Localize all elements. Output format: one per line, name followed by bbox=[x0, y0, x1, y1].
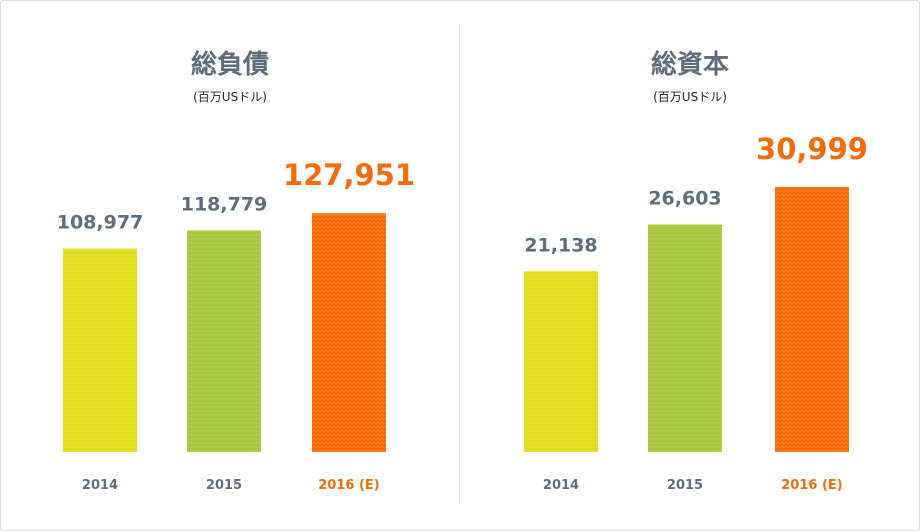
liabilities-title: 総負債 bbox=[191, 49, 269, 80]
total-equity-chart: 総資本 (百万USドル) 21,138 2014 26,603 2015 30,999 201… bbox=[524, 49, 868, 493]
equity-x-tick-label: 2015 bbox=[667, 478, 703, 493]
liabilities-bar-2015 bbox=[187, 230, 261, 452]
equity-value-label: 30,999 bbox=[756, 132, 868, 166]
equity-value-label: 21,138 bbox=[524, 234, 597, 256]
liabilities-bar-2014 bbox=[63, 248, 137, 452]
panel-divider bbox=[459, 24, 460, 504]
equity-bar-2016e bbox=[775, 187, 849, 452]
liabilities-x-tick-label: 2015 bbox=[206, 478, 242, 493]
liabilities-bar-2016e bbox=[312, 213, 386, 452]
equity-value-label: 26,603 bbox=[648, 188, 721, 210]
equity-bar-2014 bbox=[524, 271, 598, 452]
equity-x-tick-label: 2016 (E) bbox=[781, 478, 842, 493]
liabilities-x-tick-label: 2016 (E) bbox=[318, 478, 379, 493]
equity-unit-label: (百万USドル) bbox=[653, 90, 727, 104]
total-liabilities-chart: 総負債 (百万USドル) 108,977 2014 118,779 2015 127,951… bbox=[57, 49, 415, 493]
liabilities-value-label: 127,951 bbox=[283, 158, 415, 192]
liabilities-value-label: 118,779 bbox=[181, 193, 268, 215]
equity-title: 総資本 bbox=[651, 49, 729, 80]
liabilities-x-tick-label: 2014 bbox=[82, 478, 118, 493]
liabilities-unit-label: (百万USドル) bbox=[193, 90, 267, 104]
equity-x-tick-label: 2014 bbox=[543, 478, 579, 493]
equity-bar-2015 bbox=[648, 224, 722, 452]
liabilities-value-label: 108,977 bbox=[57, 212, 144, 234]
